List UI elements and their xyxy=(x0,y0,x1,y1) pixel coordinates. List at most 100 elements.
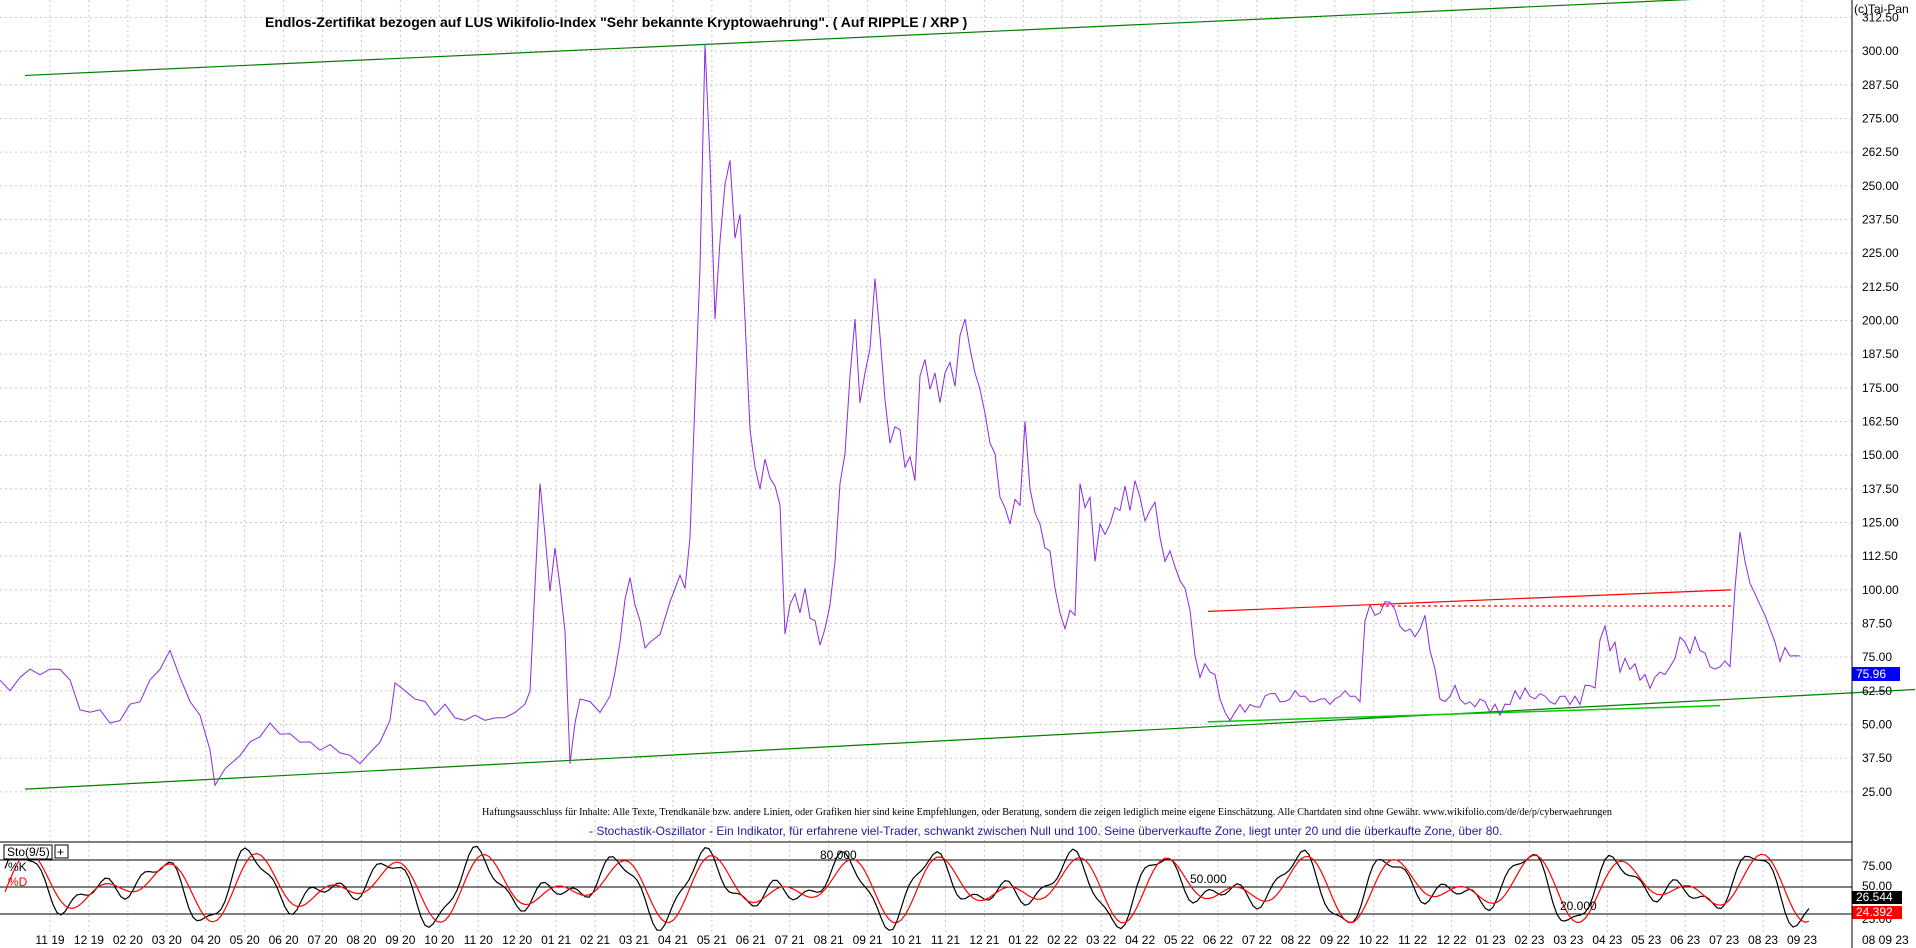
x-tick-label: 02 23 xyxy=(1514,933,1544,947)
y-tick-label: 175.00 xyxy=(1862,381,1899,395)
y-tick-label: 25.00 xyxy=(1862,785,1892,799)
y-tick-label: 200.00 xyxy=(1862,314,1899,328)
x-tick-label: 07 21 xyxy=(775,933,805,947)
stochastic-d-line xyxy=(4,852,1810,924)
y-tick-label: 87.50 xyxy=(1862,617,1892,631)
y-tick-label: 187.50 xyxy=(1862,347,1899,361)
x-tick-label: 03 23 xyxy=(1553,933,1583,947)
x-tick-label: 02 20 xyxy=(113,933,143,947)
legend-k: %K xyxy=(8,860,27,874)
y-tick-label: 237.50 xyxy=(1862,213,1899,227)
x-tick-label: 02 22 xyxy=(1047,933,1077,947)
x-tick-label: 08 22 xyxy=(1281,933,1311,947)
y-tick-label: 137.50 xyxy=(1862,482,1899,496)
y-axis-labels: 312.50 300.00 287.50 275.00 262.50 250.00 237.… xyxy=(1862,11,1899,799)
x-tick-label: 11 21 xyxy=(931,933,960,947)
y-tick-label: 150.00 xyxy=(1862,448,1899,462)
d-value-badge xyxy=(1852,906,1902,919)
x-tick-label: 12 22 xyxy=(1437,933,1467,947)
x-tick-label: 08 23 xyxy=(1748,933,1778,947)
k-value-label: 26.544 xyxy=(1856,890,1893,904)
x-tick-label: 06 23 xyxy=(1670,933,1700,947)
x-tick-label: 01 21 xyxy=(541,933,571,947)
legend-d: %D xyxy=(8,875,28,889)
x-tick-label: 07 23 xyxy=(1709,933,1739,947)
chart-title: Endlos-Zertifikat bezogen auf LUS Wikifo… xyxy=(265,14,967,30)
x-tick-label: 06 21 xyxy=(736,933,766,947)
x-tick-label: 01 23 xyxy=(1476,933,1506,947)
oscillator-level-lines xyxy=(0,859,1852,915)
x-tick-label: 08 20 xyxy=(346,933,376,947)
credit-label: (c)Tai-Pan xyxy=(1854,2,1909,16)
x-tick-label: 05 21 xyxy=(697,933,727,947)
y-tick-label: 212.50 xyxy=(1862,280,1899,294)
x-tick-label: 10 20 xyxy=(424,933,454,947)
x-tick-label: 09 20 xyxy=(385,933,415,947)
x-tick-label: 09 21 xyxy=(853,933,883,947)
y-tick-label: 225.00 xyxy=(1862,246,1899,260)
y-tick-label: 300.00 xyxy=(1862,44,1899,58)
y-tick-label: 62.50 xyxy=(1862,684,1892,698)
x-tick-label: 10 22 xyxy=(1359,933,1389,947)
oscillator-name-box xyxy=(3,844,53,860)
x-tick-label: 03 21 xyxy=(619,933,649,947)
trendline-support xyxy=(1207,704,1721,723)
x-tick-label: 03 22 xyxy=(1086,933,1116,947)
x-tick-label: 11 20 xyxy=(464,933,493,947)
x-tick-label: 05 20 xyxy=(230,933,260,947)
x-tick-label: 09 23 xyxy=(1787,933,1817,947)
x-tick-label: 10 21 xyxy=(892,933,922,947)
x-tick-label: 04 23 xyxy=(1592,933,1622,947)
x-tick-label: 04 20 xyxy=(191,933,221,947)
grid xyxy=(0,0,1852,932)
x-tick-label: 05 22 xyxy=(1164,933,1194,947)
level-label-80: 80.000 xyxy=(820,848,857,862)
x-tick-label: 05 23 xyxy=(1631,933,1661,947)
k-value-badge xyxy=(1852,891,1902,904)
x-tick-label: 06 22 xyxy=(1203,933,1233,947)
y-tick-label: 162.50 xyxy=(1862,415,1899,429)
osc-y-tick-75: 75.00 xyxy=(1862,859,1892,873)
y-tick-label: 112.50 xyxy=(1862,549,1898,563)
y-tick-label: 312.50 xyxy=(1862,11,1899,25)
oscillator-expand-button[interactable] xyxy=(54,844,69,859)
y-tick-label: 100.00 xyxy=(1862,583,1899,597)
y-tick-label: 75.00 xyxy=(1862,650,1892,664)
y-tick-label: 50.00 xyxy=(1862,718,1892,732)
trendlines xyxy=(24,0,1916,790)
oscillator-name: Sto(9/5) xyxy=(7,845,50,859)
y-tick-label: 287.50 xyxy=(1862,78,1899,92)
trendline-channel-upper xyxy=(24,0,1692,77)
x-axis-labels: 11 19 12 19 02 20 03 20 04 20 05 20 06 20 07 20… xyxy=(35,933,1817,947)
osc-y-tick-50: 50.00 xyxy=(1862,879,1892,893)
y-tick-label: 250.00 xyxy=(1862,179,1899,193)
bottom-right-date: 08 09 23 xyxy=(1862,933,1909,947)
x-tick-label: 08 21 xyxy=(814,933,844,947)
x-tick-label: 11 22 xyxy=(1398,933,1427,947)
level-label-20: 20.000 xyxy=(1560,899,1597,913)
x-tick-label: 07 20 xyxy=(308,933,338,947)
disclaimer-text: Haftungsausschluss für Inhalte: Alle Tex… xyxy=(482,807,1613,818)
trendline-channel-lower xyxy=(24,688,1916,790)
x-tick-label: 09 22 xyxy=(1320,933,1350,947)
price-series-line xyxy=(0,44,1801,787)
level-label-50: 50.000 xyxy=(1190,872,1227,886)
indicator-note: - Stochastik-Oszillator - Ein Indikator,… xyxy=(589,824,1502,838)
y-tick-label: 275.00 xyxy=(1862,112,1899,126)
y-tick-label: 125.00 xyxy=(1862,516,1899,530)
x-tick-label: 06 20 xyxy=(269,933,299,947)
x-tick-label: 11 19 xyxy=(35,933,64,947)
trendline-resistance xyxy=(1207,589,1732,612)
x-tick-label: 07 22 xyxy=(1242,933,1272,947)
x-tick-label: 12 21 xyxy=(969,933,999,947)
x-tick-label: 12 20 xyxy=(502,933,532,947)
last-value-label: 75.96 xyxy=(1856,667,1886,681)
x-tick-label: 01 22 xyxy=(1008,933,1038,947)
x-tick-label: 04 21 xyxy=(658,933,688,947)
y-tick-label: 37.50 xyxy=(1862,751,1892,765)
last-value-badge xyxy=(1852,667,1900,681)
stochastic-k-line xyxy=(4,845,1810,931)
x-tick-label: 12 19 xyxy=(74,933,104,947)
x-tick-label: 03 20 xyxy=(152,933,182,947)
